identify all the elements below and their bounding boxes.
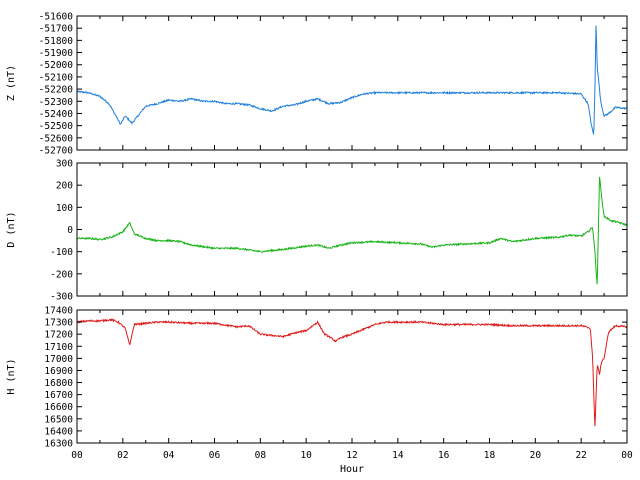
- y-tick-label: 16400: [44, 426, 73, 437]
- y-tick-label: 16300: [44, 439, 73, 450]
- x-tick-label: 16: [438, 450, 450, 461]
- series-line-z: [76, 25, 628, 135]
- y-tick-label: 17100: [44, 342, 73, 353]
- y-tick-label: -51700: [39, 24, 74, 35]
- y-tick-label: 16700: [44, 390, 73, 401]
- y-tick-label: -52700: [39, 146, 74, 157]
- y-tick-label: -51900: [39, 48, 74, 59]
- x-tick-label: 20: [530, 450, 542, 461]
- y-tick-label: 16800: [44, 378, 73, 389]
- y-tick-label: -52300: [39, 97, 74, 108]
- y-tick-label: -52000: [39, 60, 74, 71]
- x-tick-label: 12: [346, 450, 357, 461]
- x-tick-label: 06: [209, 450, 221, 461]
- plot-frame: [76, 162, 628, 297]
- y-tick-label: 16900: [44, 366, 73, 377]
- x-axis: 00 02 04 06 08 10 12 14 16 18 20 22 00 Hour: [71, 450, 633, 475]
- x-tick-label: 00: [71, 450, 83, 461]
- y-tick-label: 16600: [44, 402, 73, 413]
- y-axis-label: H (nT): [6, 358, 17, 394]
- x-axis-label: Hour: [340, 464, 364, 475]
- y-tick-label: 0: [67, 225, 73, 236]
- y-tick-label: 17400: [44, 306, 73, 317]
- y-tick-label: 17000: [44, 354, 73, 365]
- y-tick-label: 16500: [44, 414, 73, 425]
- y-tick-label: -300: [50, 292, 73, 303]
- y-tick-label: -52600: [39, 133, 74, 144]
- x-tick-label: 18: [484, 450, 496, 461]
- y-tick-label: 200: [56, 181, 73, 192]
- x-tick-label: 04: [163, 450, 175, 461]
- x-tick-label: 08: [255, 450, 267, 461]
- x-tick-label: 10: [300, 450, 312, 461]
- y-tick-label: -52500: [39, 121, 74, 132]
- panel-d: 300 200 100 0 -100 -200 -300 D (nT): [6, 159, 628, 303]
- y-tick-label: 100: [56, 203, 73, 214]
- plot-frame: [76, 15, 628, 151]
- y-tick-label: 300: [56, 159, 73, 170]
- y-tick-label: 17200: [44, 330, 73, 341]
- plot-frame: [76, 309, 628, 444]
- y-tick-label: -52100: [39, 72, 74, 83]
- series-line-h: [76, 317, 627, 427]
- y-tick-label: -51800: [39, 36, 74, 47]
- x-tick-label: 22: [575, 450, 586, 461]
- y-tick-label: -52200: [39, 85, 74, 96]
- panel-h: 1740017300172001710017000169001680016700…: [6, 306, 628, 450]
- y-tick-label: -200: [50, 269, 73, 280]
- x-tick-label: 02: [117, 450, 128, 461]
- panel-z: -51600-51700-51800-51900-52000-52100 -522…: [6, 12, 628, 157]
- x-tick-label: 00: [621, 450, 633, 461]
- y-axis-label: Z (nT): [6, 65, 17, 101]
- x-tick-label: 14: [392, 450, 404, 461]
- y-axis-label: D (nT): [6, 211, 17, 247]
- y-tick-label: -51600: [39, 12, 74, 23]
- y-tick-label: -52400: [39, 109, 74, 120]
- series-line-d: [76, 176, 628, 285]
- y-tick-label: -100: [50, 247, 73, 258]
- y-tick-label: 17300: [44, 318, 73, 329]
